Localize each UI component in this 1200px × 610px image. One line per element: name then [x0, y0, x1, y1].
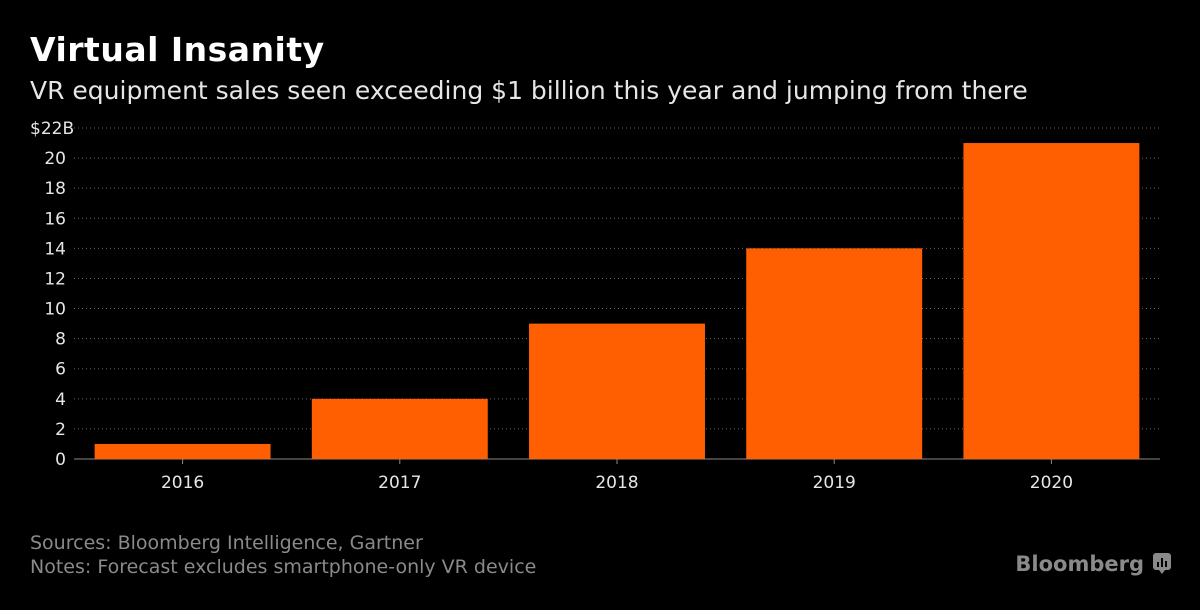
bar-2020: [963, 143, 1140, 459]
bloomberg-chart-icon: [1153, 553, 1171, 574]
bar-2018: [529, 323, 705, 459]
x-tick-label: 2020: [1030, 473, 1073, 493]
y-tick-label: $22B: [30, 119, 74, 139]
y-tick-label: 4: [55, 390, 66, 410]
y-tick-label: 20: [44, 149, 66, 169]
chart-subtitle: VR equipment sales seen exceeding $1 bil…: [30, 76, 1028, 105]
bar-2017: [311, 398, 488, 459]
y-tick-label: 2: [55, 420, 66, 440]
y-tick-label: 6: [55, 360, 66, 380]
y-tick-label: 16: [44, 209, 66, 229]
chart-title: Virtual Insanity: [30, 30, 325, 69]
y-tick-label: 18: [44, 179, 66, 199]
bar-2019: [746, 248, 923, 459]
bloomberg-logo: Bloomberg: [1015, 552, 1144, 576]
sources-note: Sources: Bloomberg Intelligence, Gartner: [30, 532, 423, 554]
y-tick-label: 10: [44, 300, 66, 320]
x-tick-label: 2019: [813, 473, 856, 493]
x-tick-label: 2017: [378, 473, 421, 493]
bar-2016: [94, 443, 271, 459]
y-tick-label: 8: [55, 330, 66, 350]
y-tick-label: 14: [44, 239, 66, 259]
notes-text: Notes: Forecast excludes smartphone-only…: [30, 556, 537, 578]
y-tick-label: 0: [55, 450, 66, 470]
x-tick-label: 2016: [161, 473, 204, 493]
y-tick-label: 12: [44, 269, 66, 289]
x-tick-label: 2018: [595, 473, 638, 493]
